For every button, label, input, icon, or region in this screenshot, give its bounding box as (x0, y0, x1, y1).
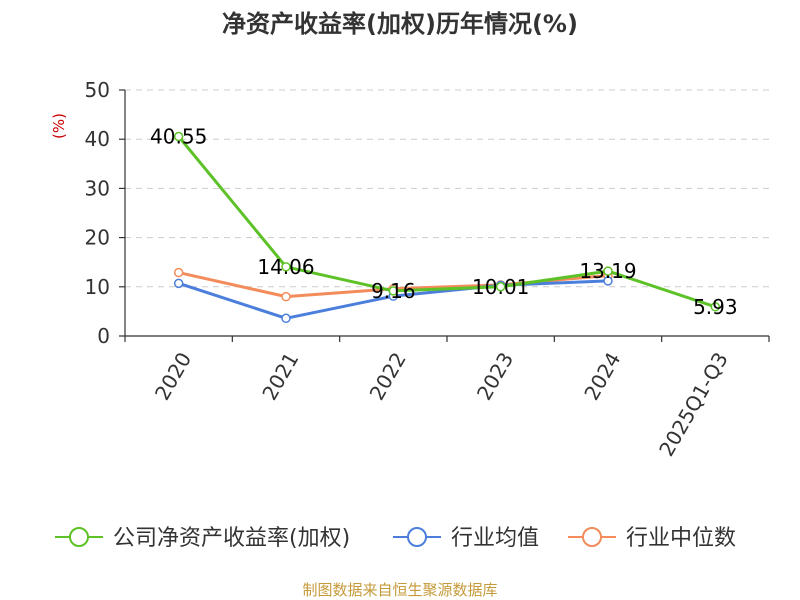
series-2-point-1 (281, 291, 291, 302)
legend-item-1: 行业均值 (393, 526, 539, 551)
series-1-point-1 (281, 313, 291, 324)
y-tick-label-0: 0 (97, 324, 110, 348)
x-tick-label-2025Q1-Q3: 2025Q1-Q3 (654, 348, 733, 460)
series-line-0 (177, 135, 716, 309)
x-tick-label-2021: 2021 (257, 348, 303, 404)
series-0-point-1 (281, 262, 291, 272)
series-0-point-2 (388, 286, 399, 296)
series-1-point-4 (603, 276, 613, 286)
x-tick-label-2023: 2023 (472, 348, 518, 404)
x-tick-label-2024: 2024 (579, 348, 625, 404)
series-0-point-3 (495, 282, 506, 292)
y-tick-label-40: 40 (85, 127, 110, 151)
data-label-0: 40.55 (150, 124, 207, 148)
data-label-5: 5.93 (693, 295, 738, 319)
y-tick-label-20: 20 (85, 226, 110, 250)
data-label-4: 13.19 (579, 259, 636, 283)
legend-label-1: 行业均值 (451, 526, 539, 551)
y-tick-label-50: 50 (85, 78, 110, 102)
series-lines (173, 131, 721, 324)
y-tick-label-10: 10 (85, 275, 110, 299)
y-tick-label-30: 30 (85, 176, 110, 200)
x-tick-label-2020: 2020 (150, 348, 196, 404)
series-0-point-5 (710, 302, 721, 312)
series-2-point-0 (173, 267, 184, 278)
y-axis-label: (%) (50, 113, 68, 139)
legend-swatch-marker-2 (582, 527, 602, 547)
data-label-3: 10.01 (472, 275, 529, 299)
legend-item-0: 公司净资产收益率(加权) (55, 526, 350, 551)
x-tick-label-2022: 2022 (365, 348, 411, 404)
legend: 公司净资产收益率(加权) 行业均值 行业中位数 (55, 526, 736, 551)
data-label-1: 14.06 (257, 255, 314, 279)
data-label-2: 9.16 (371, 279, 416, 303)
series-0-point-0 (173, 131, 184, 142)
source-note: 制图数据来自恒生聚源数据库 (302, 581, 497, 599)
chart-title: 净资产收益率(加权)历年情况(%) (222, 10, 578, 38)
legend-label-0: 公司净资产收益率(加权) (113, 526, 350, 551)
legend-swatch-marker-1 (407, 527, 427, 547)
legend-swatch-marker-0 (69, 527, 89, 547)
series-1-point-0 (173, 278, 184, 289)
series-0-point-4 (603, 266, 613, 276)
data-labels: 40.55 14.06 9.16 10.01 13.19 5.93 (150, 124, 738, 318)
legend-label-2: 行业中位数 (626, 526, 736, 551)
legend-item-2: 行业中位数 (568, 526, 736, 551)
